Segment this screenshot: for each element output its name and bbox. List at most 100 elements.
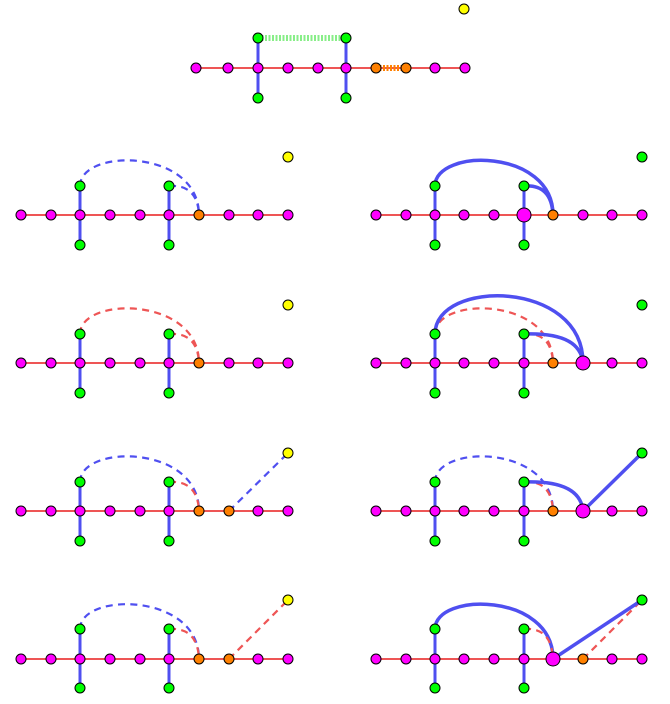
axis-node-1 bbox=[222, 62, 234, 74]
corner-node bbox=[636, 299, 648, 311]
axis-node-8 bbox=[606, 653, 618, 665]
axis-node-8 bbox=[606, 209, 618, 221]
axis-node-2 bbox=[429, 357, 441, 369]
bottom-node-2 bbox=[518, 387, 530, 399]
top-node-1 bbox=[74, 328, 86, 340]
bottom-node-1 bbox=[429, 535, 441, 547]
top-node-1 bbox=[252, 32, 264, 44]
axis-node-9 bbox=[459, 62, 471, 74]
axis-node-1 bbox=[400, 505, 412, 517]
corner-node bbox=[282, 594, 294, 606]
axis-node-3 bbox=[282, 62, 294, 74]
arc-1 bbox=[78, 455, 201, 512]
axis-node-6 bbox=[545, 651, 561, 667]
axis-node-9 bbox=[282, 505, 294, 517]
bottom-node-2 bbox=[518, 682, 530, 694]
top-node-1 bbox=[429, 180, 441, 192]
diagram-row1-left bbox=[15, 151, 294, 251]
bottom-node-1 bbox=[429, 387, 441, 399]
top-node-1 bbox=[74, 623, 86, 635]
corner-node bbox=[636, 151, 648, 163]
diagram-row4-left bbox=[15, 594, 294, 694]
top-node-1 bbox=[429, 623, 441, 635]
axis-node-0 bbox=[190, 62, 202, 74]
bottom-node-1 bbox=[252, 92, 264, 104]
axis-node-2 bbox=[74, 505, 86, 517]
top-node-2 bbox=[518, 180, 530, 192]
axis-node-0 bbox=[370, 357, 382, 369]
axis-node-5 bbox=[163, 505, 175, 517]
axis-node-4 bbox=[134, 209, 146, 221]
axis-node-7 bbox=[223, 357, 235, 369]
bottom-node-2 bbox=[340, 92, 352, 104]
top-node-2 bbox=[163, 476, 175, 488]
top-node-1 bbox=[429, 328, 441, 340]
bottom-node-2 bbox=[163, 535, 175, 547]
axis-node-2 bbox=[74, 653, 86, 665]
bottom-node-1 bbox=[74, 239, 86, 251]
axis-node-5 bbox=[163, 653, 175, 665]
axis-node-2 bbox=[429, 653, 441, 665]
axis-node-0 bbox=[15, 209, 27, 221]
axis-node-8 bbox=[252, 357, 264, 369]
top-node-2 bbox=[163, 623, 175, 635]
diagram-row2-right bbox=[370, 294, 648, 399]
axis-node-8 bbox=[252, 209, 264, 221]
bottom-node-1 bbox=[429, 682, 441, 694]
diagram-row1-right bbox=[370, 151, 648, 251]
top-node-2 bbox=[518, 476, 530, 488]
axis-node-1 bbox=[45, 653, 57, 665]
axis-node-4 bbox=[312, 62, 324, 74]
arc-1 bbox=[433, 602, 555, 660]
axis-node-6 bbox=[547, 357, 559, 369]
axis-node-2 bbox=[429, 209, 441, 221]
axis-node-5 bbox=[163, 209, 175, 221]
bottom-node-2 bbox=[163, 239, 175, 251]
axis-node-4 bbox=[134, 357, 146, 369]
axis-node-1 bbox=[45, 505, 57, 517]
axis-node-7 bbox=[575, 503, 591, 519]
axis-node-6 bbox=[547, 209, 559, 221]
axis-node-4 bbox=[488, 357, 500, 369]
diagram-row3-left bbox=[15, 447, 294, 547]
diagram-row2-left bbox=[15, 299, 294, 399]
arc-1 bbox=[433, 307, 555, 364]
axis-node-1 bbox=[400, 653, 412, 665]
axis-node-4 bbox=[488, 653, 500, 665]
axis-node-7 bbox=[577, 209, 589, 221]
axis-node-8 bbox=[606, 357, 618, 369]
axis-node-2 bbox=[74, 209, 86, 221]
axis-node-3 bbox=[458, 357, 470, 369]
bottom-node-2 bbox=[518, 535, 530, 547]
axis-node-5 bbox=[518, 653, 530, 665]
axis-node-6 bbox=[547, 505, 559, 517]
axis-node-5 bbox=[163, 357, 175, 369]
top-node-2 bbox=[340, 32, 352, 44]
axis-node-6 bbox=[193, 357, 205, 369]
axis-node-1 bbox=[400, 357, 412, 369]
diagonal-edge-1 bbox=[582, 599, 643, 660]
axis-node-9 bbox=[282, 209, 294, 221]
axis-node-4 bbox=[134, 653, 146, 665]
axis-node-7 bbox=[223, 505, 235, 517]
bottom-node-1 bbox=[429, 239, 441, 251]
axis-node-3 bbox=[104, 653, 116, 665]
axis-node-9 bbox=[636, 357, 648, 369]
top-node-2 bbox=[518, 623, 530, 635]
axis-node-9 bbox=[282, 357, 294, 369]
axis-node-7 bbox=[400, 62, 412, 74]
arc-3 bbox=[433, 294, 585, 364]
axis-node-1 bbox=[45, 209, 57, 221]
axis-node-5 bbox=[518, 357, 530, 369]
axis-node-0 bbox=[370, 653, 382, 665]
axis-node-5 bbox=[340, 62, 352, 74]
axis-node-9 bbox=[636, 653, 648, 665]
axis-node-8 bbox=[606, 505, 618, 517]
top-node-2 bbox=[518, 328, 530, 340]
arc-2 bbox=[168, 627, 201, 660]
axis-node-1 bbox=[400, 209, 412, 221]
bottom-node-2 bbox=[163, 387, 175, 399]
diagram-row3-right bbox=[370, 447, 648, 547]
arc-1 bbox=[78, 159, 201, 216]
